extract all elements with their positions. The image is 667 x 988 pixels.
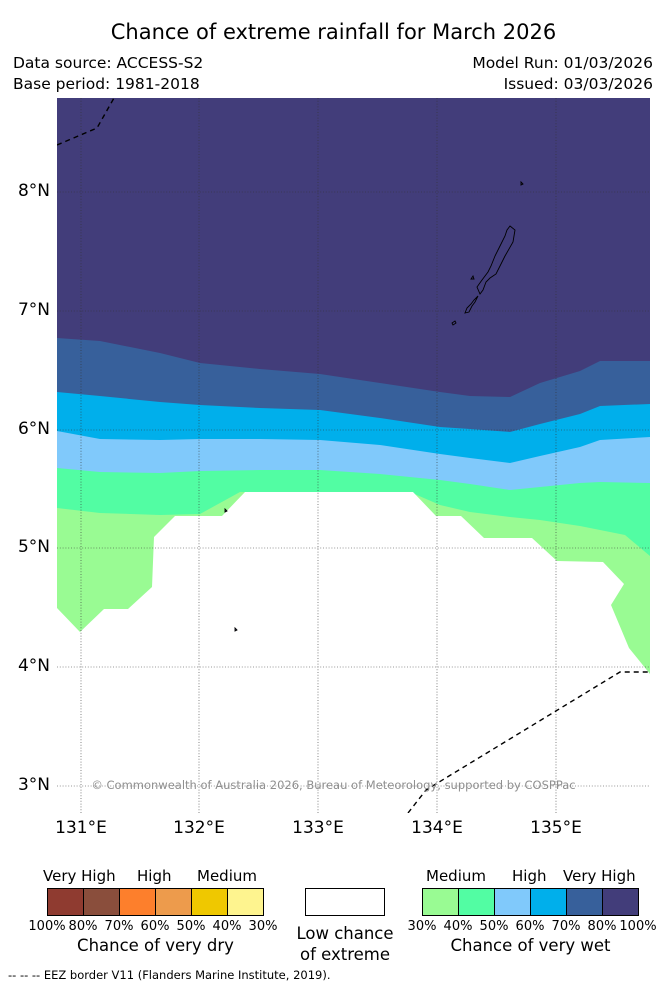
- dry-category-label: Very High: [43, 867, 116, 885]
- lon-label: 135°E: [530, 818, 582, 838]
- model-run: Model Run: 01/03/2026: [472, 54, 653, 72]
- map-title: Chance of extreme rainfall for March 202…: [110, 20, 557, 44]
- wet-category-label: High: [512, 867, 547, 885]
- low-chance-line1: Low chance: [296, 924, 394, 943]
- eez-note: -- -- -- EEZ border V11 (Flanders Marine…: [8, 968, 331, 982]
- lat-label: 4°N: [17, 656, 50, 676]
- low-swatch: [305, 888, 385, 916]
- dry-pct-label: 30%: [248, 919, 278, 934]
- eez-border: [57, 98, 650, 813]
- wet-colorbar: [422, 888, 639, 916]
- wet-pct-label: 100%: [619, 919, 657, 934]
- graticule: [57, 98, 650, 813]
- dry-swatch-30-40: [227, 888, 264, 916]
- base-period: Base period: 1981-2018: [13, 75, 200, 93]
- wet-swatch-60-70: [530, 888, 567, 916]
- palau-islands: [224, 180, 524, 632]
- low-chance-region: [57, 492, 650, 813]
- wet-pct-label: 30%: [407, 919, 437, 934]
- copyright-credit: © Commonwealth of Australia 2026, Bureau…: [91, 778, 576, 792]
- wet-swatch-80-100: [602, 888, 639, 916]
- wet-swatch-30-40: [422, 888, 459, 916]
- dry-pct-label: 40%: [212, 919, 242, 934]
- wet-category-label: Medium: [426, 867, 486, 885]
- dry-swatch-60-70: [119, 888, 156, 916]
- issued-date: Issued: 03/03/2026: [503, 75, 653, 93]
- low-chance-line2: of extreme: [299, 945, 391, 964]
- dry-swatch-50-60: [155, 888, 192, 916]
- dry-pct-label: 80%: [68, 919, 98, 934]
- dry-legend-title: Chance of very dry: [77, 936, 234, 955]
- dry-pct-label: 70%: [104, 919, 134, 934]
- wet-swatch-50-60: [494, 888, 531, 916]
- lon-label: 133°E: [292, 818, 344, 838]
- rainfall-map: [57, 98, 650, 813]
- lat-label: 8°N: [17, 181, 50, 201]
- lon-label: 132°E: [173, 818, 225, 838]
- lat-label: 7°N: [17, 300, 50, 320]
- data-source: Data source: ACCESS-S2: [13, 54, 204, 72]
- dry-category-label: Medium: [197, 867, 257, 885]
- dry-swatch-40-50: [191, 888, 228, 916]
- dry-pct-label: 100%: [28, 919, 66, 934]
- lat-label: 6°N: [17, 419, 50, 439]
- wet-category-label: Very High: [563, 867, 636, 885]
- wet-pct-label: 80%: [587, 919, 617, 934]
- wet-pct-label: 70%: [551, 919, 581, 934]
- lon-label: 131°E: [55, 818, 107, 838]
- wet-pct-label: 50%: [479, 919, 509, 934]
- dry-pct-label: 50%: [176, 919, 206, 934]
- low-chance-swatch: [305, 888, 385, 916]
- dry-colorbar: [47, 888, 264, 916]
- lat-label: 5°N: [17, 537, 50, 557]
- dry-swatch-70-80: [83, 888, 120, 916]
- wet-pct-label: 40%: [443, 919, 473, 934]
- dry-swatch-80-100: [47, 888, 84, 916]
- wet-swatch-70-80: [566, 888, 603, 916]
- wet-legend-title: Chance of very wet: [450, 936, 611, 955]
- wet-swatch-40-50: [458, 888, 495, 916]
- lat-label: 3°N: [17, 775, 50, 795]
- dry-category-label: High: [137, 867, 172, 885]
- lon-label: 134°E: [411, 818, 463, 838]
- wet-pct-label: 60%: [515, 919, 545, 934]
- dry-pct-label: 60%: [140, 919, 170, 934]
